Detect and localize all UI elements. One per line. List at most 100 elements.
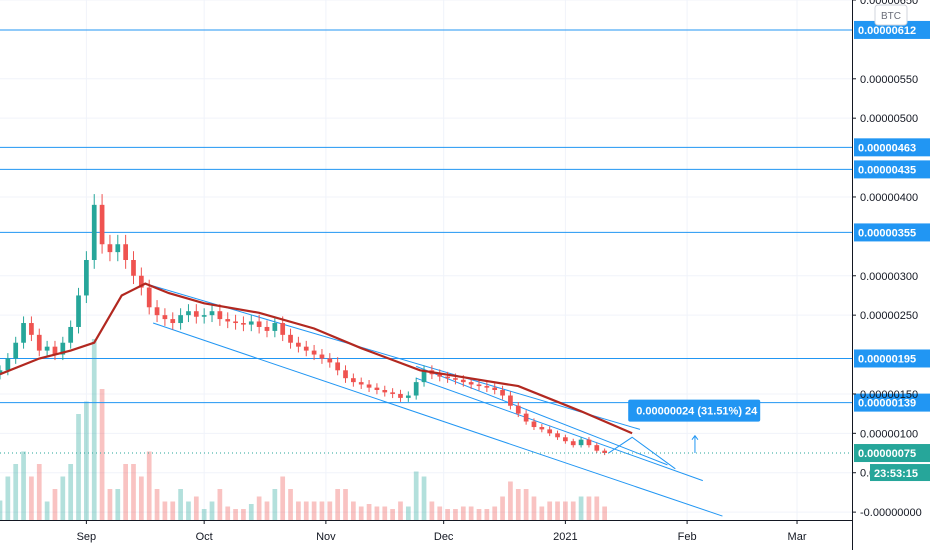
candle-body [515, 405, 521, 414]
y-tick-label: 0.00000550 [860, 74, 918, 86]
volume-bar [327, 501, 333, 520]
volume-bar [460, 506, 466, 520]
candle-body [578, 439, 584, 446]
time-axis[interactable]: Sep Oct Nov Dec 2021 Feb Mar [77, 520, 807, 543]
candle-body [91, 204, 97, 260]
volume-bar [201, 509, 207, 520]
candle-body [358, 382, 364, 385]
volume-bar [547, 501, 553, 520]
projection-path [608, 436, 676, 470]
candle-body [84, 260, 89, 296]
volume-bar [390, 509, 395, 520]
volume-bar [311, 501, 317, 520]
volume-bar [319, 501, 325, 520]
volume-bar [264, 501, 270, 520]
candle-body [437, 374, 443, 377]
candle-body [374, 387, 380, 390]
candle-body [146, 287, 152, 308]
volume-bar [398, 501, 403, 520]
candle-body [123, 244, 128, 260]
candle-body [107, 244, 113, 253]
level-tag[interactable] [854, 138, 930, 157]
countdown-label: 23:53:15 [874, 468, 918, 480]
candle-body [241, 323, 246, 325]
candle-body [484, 386, 490, 388]
level-tag[interactable] [854, 349, 930, 368]
candle-body [405, 395, 411, 398]
volume-bar [374, 506, 380, 520]
candle-body [272, 323, 278, 331]
volume-bar [217, 489, 223, 520]
candle-body [115, 244, 121, 253]
candle-body [335, 362, 341, 371]
candle-body [594, 445, 600, 451]
volume-bar [256, 496, 262, 520]
volume-bar [303, 501, 309, 520]
volume-bar [123, 464, 128, 520]
candle-body [555, 433, 560, 438]
candle-body [21, 323, 26, 343]
y-tick-label: 0.00000500 [860, 113, 918, 125]
volume-bar [233, 509, 238, 520]
candle-body [44, 346, 50, 351]
volume-bar [131, 464, 136, 520]
volume-bar [484, 509, 490, 520]
level-tag[interactable] [854, 223, 930, 242]
candle-body [0, 370, 3, 375]
volume-bar [52, 489, 58, 520]
measure-box[interactable] [628, 399, 761, 422]
candle-body [225, 319, 231, 322]
volume-bar [280, 476, 286, 520]
volume-bar [209, 501, 215, 520]
y-tick-label: 0.00000400 [860, 192, 918, 204]
candle-body [351, 378, 356, 383]
volume-bar [248, 504, 254, 520]
volume-bar [563, 501, 568, 520]
measure-tool[interactable]: 0.00000024 (31.51%) 24 [608, 399, 761, 470]
candle-body [476, 384, 482, 387]
volume-bar [594, 496, 600, 520]
x-tick-label: Mar [788, 531, 807, 543]
volume-bar [429, 501, 435, 520]
y-tick-label: 0.00000150 [860, 389, 918, 401]
volume-bar [366, 504, 372, 520]
volume-bar [272, 489, 278, 520]
candle-body [154, 307, 160, 316]
volume-bar [437, 506, 443, 520]
candle-body [382, 390, 388, 393]
horizontal-levels[interactable]: 0.00000612 0.00000463 0.00000435 0.00000355… [0, 20, 930, 412]
candle-body [460, 379, 466, 383]
volume-bar [602, 506, 608, 520]
candle-body [68, 326, 74, 343]
volume-bar [288, 489, 293, 520]
candle-body [398, 393, 403, 398]
volume-bars [0, 339, 608, 520]
level-tag[interactable] [854, 160, 930, 179]
channel-line[interactable] [416, 365, 668, 466]
volume-bar [107, 489, 113, 520]
candle-body [52, 346, 58, 355]
volume-bar [539, 506, 545, 520]
candle-body [138, 275, 144, 288]
trend-channel-lines[interactable] [145, 283, 723, 517]
candle-body [468, 382, 474, 385]
volume-bar [13, 464, 19, 520]
volume-bar [508, 481, 513, 520]
channel-line[interactable] [416, 377, 703, 482]
candle-body [531, 421, 537, 428]
level-tag[interactable] [854, 393, 930, 412]
price-axis[interactable]: 0.00000650 0.00000550 0.00000500 0.00000400… [852, 0, 930, 519]
candle-body [193, 311, 199, 317]
currency-label: BTC [881, 11, 901, 22]
volume-bar [523, 489, 529, 520]
y-tick-label: 0.00000300 [860, 271, 918, 283]
volume-bar [476, 509, 482, 520]
candle-body [178, 315, 183, 324]
level-tag[interactable] [854, 20, 930, 39]
channel-line[interactable] [152, 322, 723, 517]
candle-body [76, 295, 81, 327]
volume-bar [500, 496, 505, 520]
volume-bar [146, 451, 152, 520]
